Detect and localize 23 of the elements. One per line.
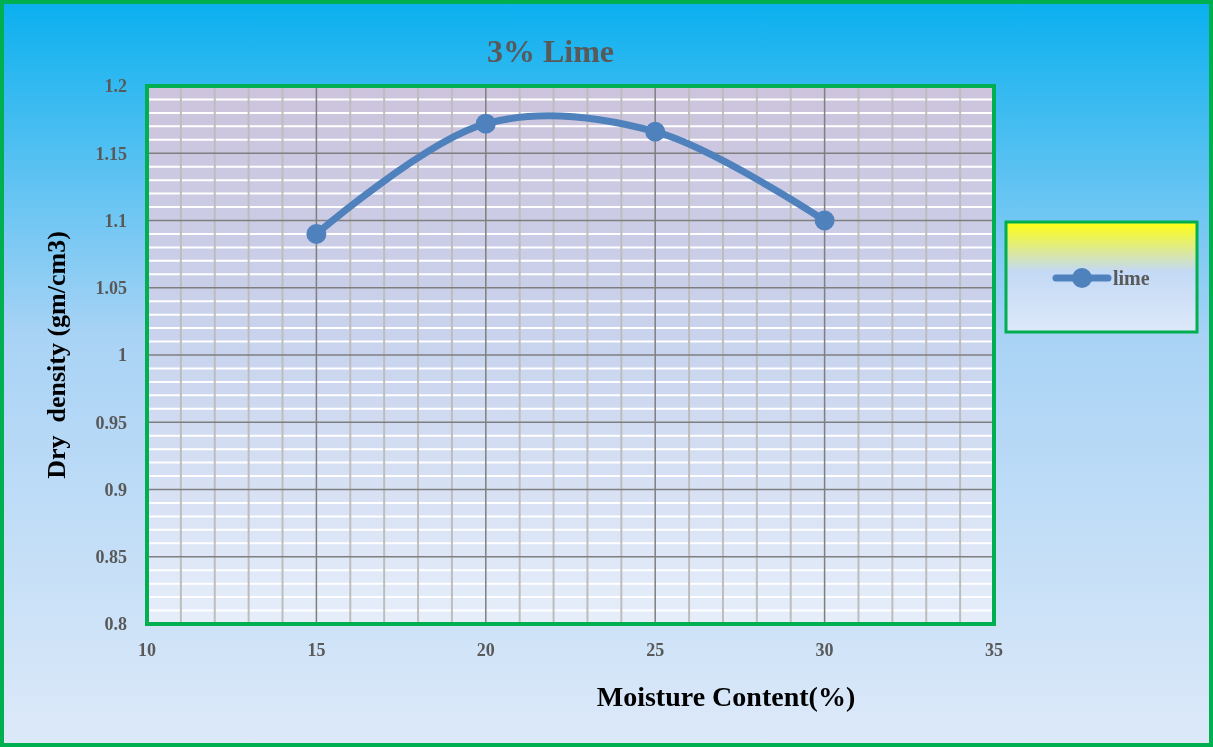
y-tick-label: 1.2 [104,76,127,97]
point [814,210,835,231]
point [475,113,496,134]
y-tick-label: 1.05 [95,278,127,299]
y-tick-label: 1.15 [95,143,127,164]
y-tick-label: 0.95 [95,412,127,433]
x-tick-label: 35 [985,640,1003,660]
y-tick-label: 1.1 [104,210,127,231]
y-axis-title: Dry density (gm/cm3) [42,231,71,479]
point [645,121,666,142]
x-tick-label: 15 [307,640,326,660]
y-tick-label: 0.9 [104,479,127,500]
x-tick-label: 30 [815,640,834,660]
y-tick-label: 1 [118,345,127,366]
x-tick-label: 10 [138,640,156,660]
x-tick-label: 20 [476,640,495,660]
y-tick-label: 0.8 [104,614,127,635]
x-tick-label: 25 [646,640,665,660]
x-axis-title: Moisture Content(%) [596,681,856,712]
chart-title: 3% Lime [486,33,615,69]
legend-label: lime [1113,267,1150,289]
point [306,223,327,244]
y-tick-label: 0.85 [95,547,127,568]
